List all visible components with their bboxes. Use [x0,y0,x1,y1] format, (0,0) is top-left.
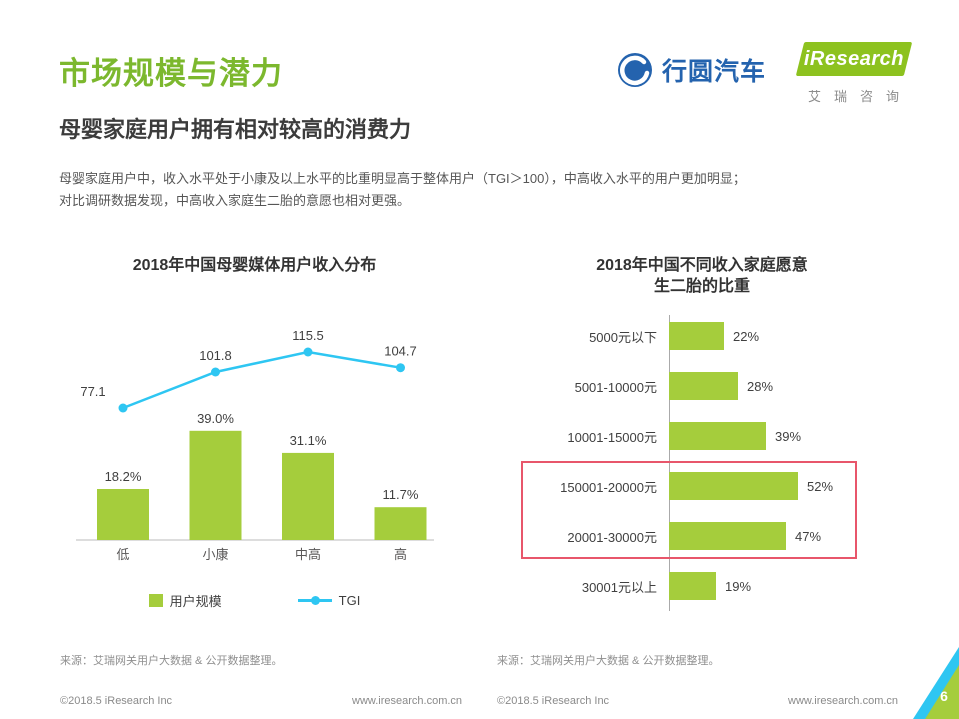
iresearch-logo-cn-text: 艾瑞咨询 [808,89,913,104]
tgi-value-label: 104.7 [384,344,417,359]
user-scale-bar [374,507,427,540]
xingyuan-logo: 行圆汽车 [617,52,766,88]
willingness-bar [669,522,786,550]
bar-value-label: 11.7% [383,487,419,502]
family-income-row: 10001-15000元 39% [497,422,907,450]
tgi-value-label: 77.1 [80,384,105,399]
left-chart-source: 来源：艾瑞网关用户大数据 & 公开数据整理。 [60,655,283,667]
willingness-bar [669,472,798,500]
family-income-row: 20001-30000元 47% [497,522,907,550]
income-distribution-chart: 2018年中国母婴媒体用户收入分布 18.2% 低 39.0% 小康 31.1% 中高 11… [62,255,447,655]
second-child-willingness-chart: 2018年中国不同收入家庭愿意 生二胎的比重 5000元以下 22% 5001-10… [497,255,907,655]
income-range-label: 30001元以上 [581,579,657,595]
x-category-label: 中高 [295,547,321,562]
body-text-line1: 母婴家庭用户中，收入水平处于小康及以上水平的比重明显高于整体用户（TGI＞100… [59,171,746,186]
tgi-point [396,363,405,373]
footer-copyright-right: ©2018.5 iResearch Inc [497,695,610,707]
willingness-bar [669,322,724,350]
family-income-row: 150001-20000元 52% [497,472,907,500]
legend-label-tgi: TGI [338,593,361,608]
iresearch-logo: iResearch 艾瑞咨询 [795,42,913,105]
willingness-value-label: 19% [725,578,752,594]
footer-site-left: www.iresearch.com.cn [352,695,463,707]
legend-item-user-scale: 用户规模 [148,591,222,610]
tgi-line [122,350,401,410]
x-category-label: 低 [116,547,129,562]
income-range-label: 5000元以下 [589,329,657,345]
tgi-value-label: 115.5 [292,328,324,343]
x-category-label: 高 [394,547,407,562]
right-chart-rows: 5000元以下 22% 5001-10000元 28% 10001-15000元 39% 1… [497,322,907,622]
right-chart-source: 来源：艾瑞网关用户大数据 & 公开数据整理。 [497,655,720,667]
bar-value-label: 31.1% [290,433,327,448]
tgi-value-label: 101.8 [199,348,232,363]
family-income-row: 30001元以上 19% [497,572,907,600]
willingness-bar [669,572,716,600]
page-number: 6 [940,688,948,704]
user-scale-bar [97,489,149,540]
footer-site-right: www.iresearch.com.cn [788,695,899,707]
bar-value-label: 18.2% [105,469,142,484]
tgi-point [303,347,313,357]
willingness-value-label: 47% [795,528,822,544]
page-subtitle: 母婴家庭用户拥有相对较高的消费力 [59,117,412,142]
right-chart-title-line1: 2018年中国不同收入家庭愿意 [596,257,808,274]
income-range-label: 10001-15000元 [567,429,657,445]
page-title: 市场规模与潜力 [59,56,283,91]
x-category-label: 小康 [202,547,228,562]
income-range-label: 5001-10000元 [574,379,657,395]
user-scale-bar [189,430,242,540]
willingness-value-label: 22% [733,328,760,344]
highlight-box [521,461,857,559]
family-income-row: 5001-10000元 28% [497,372,907,400]
income-range-label: 150001-20000元 [560,479,657,495]
legend-line-dot [310,596,320,605]
family-income-row: 5000元以下 22% [497,322,907,350]
legend-item-tgi: TGI [297,593,361,608]
legend-line-swatch [297,596,332,605]
xingyuan-logo-icon [618,53,652,87]
willingness-value-label: 52% [807,478,834,494]
body-text-line2: 对比调研数据发现，中高收入家庭生二胎的意愿也相对更强。 [59,193,411,208]
footer-copyright-left: ©2018.5 iResearch Inc [60,695,173,707]
willingness-bar [669,372,738,400]
legend-label-user-scale: 用户规模 [169,594,222,609]
page-corner-decoration: 6 [913,647,959,719]
chart-legend: 用户规模 TGI [62,591,447,610]
left-chart-title: 2018年中国母婴媒体用户收入分布 [132,257,377,274]
willingness-bar [669,422,766,450]
xingyuan-logo-text: 行圆汽车 [662,58,767,86]
willingness-value-label: 39% [775,428,802,444]
body-text: 母婴家庭用户中，收入水平处于小康及以上水平的比重明显高于整体用户（TGI＞100… [59,168,919,212]
income-range-label: 20001-30000元 [567,529,657,545]
tgi-point [211,367,220,377]
willingness-value-label: 28% [747,378,774,394]
iresearch-logo-mark: iResearch [795,42,913,76]
bar-value-label: 39.0% [197,411,234,426]
iresearch-logo-text: iResearch [803,47,905,70]
right-chart-title-line2: 生二胎的比重 [653,278,750,295]
y-axis-line [669,315,670,611]
legend-bar-swatch [148,594,163,607]
user-scale-bar [282,452,334,540]
tgi-point [118,403,128,413]
left-chart-plot: 18.2% 低 39.0% 小康 31.1% 中高 11.7% 高 77.1 101.8 115.5… [76,328,434,562]
